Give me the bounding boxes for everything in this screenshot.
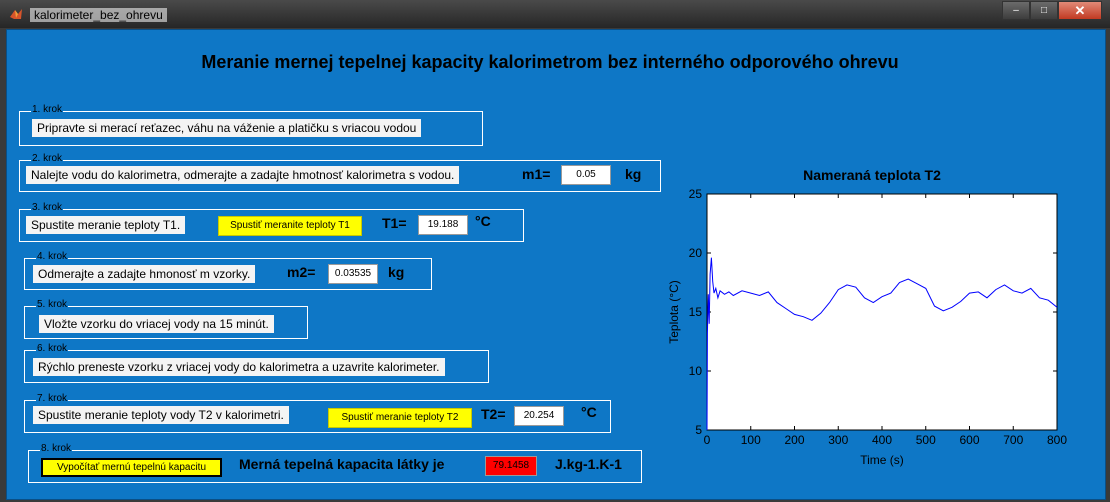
- x-tick-label: 100: [741, 433, 761, 447]
- step-4-panel: 4. krok Odmerajte a zadajte hmonosť m vz…: [24, 251, 432, 290]
- step-1-label: 1. krok: [31, 104, 64, 116]
- x-tick-label: 0: [704, 433, 711, 447]
- result-label: Merná tepelná kapacita látky je: [239, 456, 445, 472]
- t1-label: T1=: [382, 215, 407, 231]
- step-8-panel: 8. krok Vypočítať mernú tepelnú kapacitu…: [28, 443, 642, 483]
- step-2-text: Nalejte vodu do kalorimetra, odmerajte a…: [26, 166, 460, 184]
- title-bar[interactable]: kalorimeter_bez_ohrevu – □ ✕: [0, 0, 1110, 28]
- step-4-label: 4. krok: [36, 251, 69, 263]
- step-5-label: 5. krok: [36, 299, 69, 311]
- step-2-panel: 2. krok Nalejte vodu do kalorimetra, odm…: [19, 153, 661, 192]
- step-1-panel: 1. krok Pripravte si merací reťazec, váh…: [19, 104, 483, 146]
- temperature-chart: Nameraná teplota T2 0 100 200 300 400 500 600 7…: [667, 167, 1067, 467]
- x-tick-label: 200: [784, 433, 804, 447]
- plot-area: [706, 193, 1058, 431]
- window-title: kalorimeter_bez_ohrevu: [30, 8, 167, 22]
- x-tick-label: 300: [828, 433, 848, 447]
- m1-input[interactable]: 0.05: [561, 165, 611, 185]
- m1-unit: kg: [625, 166, 642, 182]
- chart-title: Nameraná teplota T2: [803, 167, 941, 183]
- step-6-label: 6. krok: [36, 343, 69, 355]
- result-unit: J.kg-1.K-1: [555, 456, 622, 472]
- y-tick-label: 20: [689, 246, 703, 260]
- minimize-button[interactable]: –: [1002, 1, 1030, 20]
- step-7-label: 7. krok: [36, 393, 69, 405]
- step-7-panel: 7. krok Spustite meranie teploty vody T2…: [24, 393, 611, 433]
- y-tick-label: 25: [689, 187, 703, 201]
- start-t2-button[interactable]: Spustiť meranie teploty T2: [328, 408, 472, 428]
- step-5-text: Vložte vzorku do vriacej vody na 15 minú…: [39, 315, 274, 333]
- page-title: Meranie mernej tepelnej kapacity kalorim…: [201, 52, 899, 72]
- m1-label: m1=: [522, 166, 551, 182]
- x-axis-label: Time (s): [860, 453, 904, 467]
- x-tick-label: 700: [1003, 433, 1023, 447]
- t2-input[interactable]: 20.254: [514, 406, 564, 426]
- step-3-label: 3. krok: [31, 202, 64, 214]
- x-tick-label: 500: [916, 433, 936, 447]
- series-line-1: [706, 257, 1058, 431]
- step-1-text: Pripravte si merací reťazec, váhu na váž…: [32, 119, 422, 137]
- maximize-button[interactable]: □: [1030, 1, 1058, 20]
- close-button[interactable]: ✕: [1058, 1, 1102, 20]
- t2-label: T2=: [481, 406, 506, 422]
- step-3-panel: 3. krok Spustite meranie teploty T1. Spu…: [19, 202, 524, 242]
- m2-unit: kg: [388, 264, 405, 280]
- matlab-icon: [10, 9, 22, 19]
- t1-input[interactable]: 19.188: [418, 215, 468, 235]
- figure-area: Meranie mernej tepelnej kapacity kalorim…: [6, 29, 1106, 500]
- t1-unit: °C: [475, 213, 491, 229]
- start-t1-button[interactable]: Spustiť meranite teploty T1: [218, 216, 362, 236]
- y-axis-label: Teplota (°C): [667, 280, 681, 344]
- step-2-label: 2. krok: [31, 153, 64, 165]
- x-tick-label: 600: [959, 433, 979, 447]
- step-5-panel: 5. krok Vložte vzorku do vriacej vody na…: [24, 299, 308, 339]
- window-controls: – □ ✕: [1002, 1, 1102, 20]
- t2-unit: °C: [581, 404, 597, 420]
- step-4-text: Odmerajte a zadajte hmonosť m vzorky.: [33, 265, 256, 283]
- step-7-text: Spustite meranie teploty vody T2 v kalor…: [33, 406, 289, 424]
- y-tick-label: 5: [695, 423, 702, 437]
- y-tick-label: 15: [689, 305, 703, 319]
- x-tick-label: 400: [872, 433, 892, 447]
- x-tick-label: 800: [1047, 433, 1067, 447]
- result-value: 79.1458: [485, 456, 537, 476]
- y-tick-label: 10: [689, 364, 703, 378]
- m2-input[interactable]: 0.03535: [328, 264, 378, 284]
- step-3-text: Spustite meranie teploty T1.: [26, 216, 186, 234]
- step-8-label: 8. krok: [40, 443, 73, 455]
- m2-label: m2=: [287, 264, 316, 280]
- step-6-text: Rýchlo preneste vzorku z vriacej vody do…: [33, 358, 445, 376]
- step-6-panel: 6. krok Rýchlo preneste vzorku z vriacej…: [24, 343, 489, 383]
- calculate-button[interactable]: Vypočítať mernú tepelnú kapacitu: [41, 458, 222, 477]
